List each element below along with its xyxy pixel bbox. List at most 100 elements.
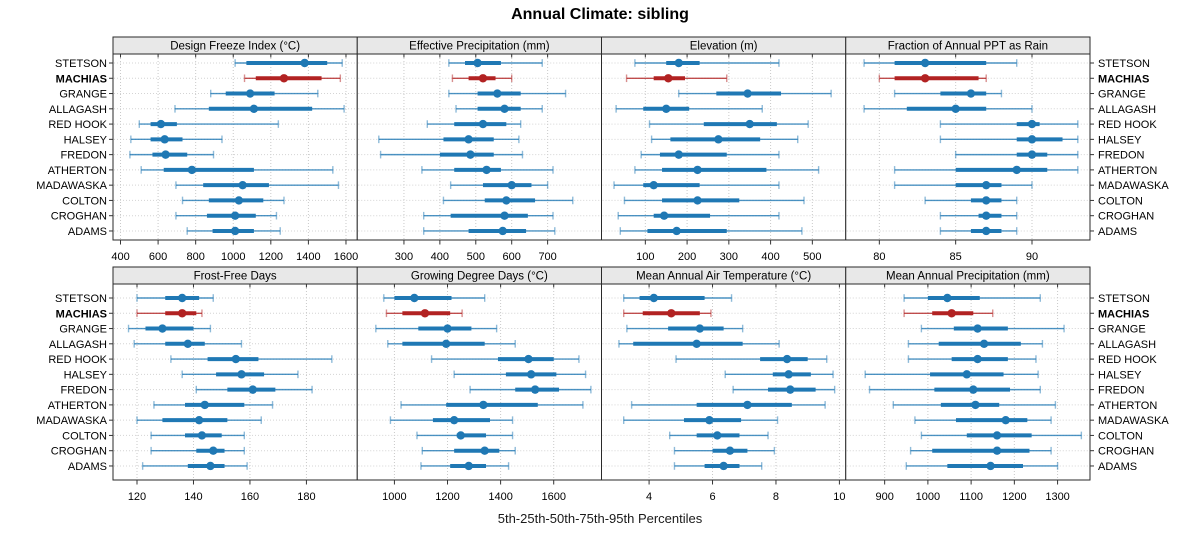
median-dot xyxy=(420,309,430,318)
median-dot xyxy=(981,196,991,205)
median-dot xyxy=(479,400,488,410)
station-label-left-croghan: CROGHAN xyxy=(51,446,107,458)
series-madawaska xyxy=(613,180,780,190)
station-label-left-halsey: HALSEY xyxy=(64,134,108,146)
station-label-left-madawaska: MADAWASKA xyxy=(36,180,107,192)
median-dot xyxy=(478,119,488,129)
station-label-right-colton: COLTON xyxy=(1098,430,1143,442)
median-dot xyxy=(464,135,473,144)
median-dot xyxy=(158,324,167,333)
axis-tick-label: 160 xyxy=(241,491,259,503)
series-red-hook xyxy=(426,119,522,129)
panel-area xyxy=(112,53,358,241)
series-adams xyxy=(939,226,1018,236)
series-madawaska xyxy=(175,180,340,190)
axis-tick-label: 500 xyxy=(803,251,821,263)
median-dot xyxy=(693,196,702,205)
median-dot xyxy=(473,58,482,68)
axis-tick-label: 85 xyxy=(950,251,962,263)
median-dot xyxy=(500,211,509,220)
series-stetson xyxy=(383,293,486,303)
series-grange xyxy=(893,89,1003,98)
station-label-left-stetson: STETSON xyxy=(55,293,107,305)
series-stetson xyxy=(863,58,1018,68)
series-grange xyxy=(626,324,744,333)
median-dot xyxy=(973,354,982,364)
axis-tick-label: 120 xyxy=(128,491,146,503)
series-madawaska xyxy=(914,415,1052,425)
median-dot xyxy=(177,309,187,318)
panel-title: Design Freeze Index (°C) xyxy=(170,41,300,53)
series-allagash xyxy=(174,104,345,114)
station-label-left-atherton: ATHERTON xyxy=(48,165,107,177)
series-croghan xyxy=(909,446,1052,455)
median-dot xyxy=(966,89,976,98)
axis-tick-label: 8 xyxy=(773,491,779,503)
panel-area xyxy=(601,283,847,481)
axis-tick-label: 4 xyxy=(646,491,652,503)
series-colton xyxy=(416,431,514,440)
station-label-right-croghan: CROGHAN xyxy=(1098,446,1154,458)
station-label-left-madawaska: MADAWASKA xyxy=(36,415,107,427)
median-dot xyxy=(160,135,169,144)
station-label-right-fredon: FREDON xyxy=(1098,150,1145,162)
median-dot xyxy=(480,446,489,455)
median-dot xyxy=(493,89,502,98)
series-madawaska xyxy=(893,180,1033,190)
median-dot xyxy=(238,180,247,190)
station-label-right-madawaska: MADAWASKA xyxy=(1098,180,1169,192)
median-dot xyxy=(649,293,659,303)
median-dot xyxy=(992,446,1002,455)
median-dot xyxy=(971,400,980,410)
median-dot xyxy=(249,104,259,114)
series-colton xyxy=(181,196,285,205)
axis-tick-label: 6 xyxy=(709,491,715,503)
series-atherton xyxy=(140,165,334,175)
axis-tick-label: 1200 xyxy=(259,251,283,263)
series-allagash xyxy=(907,339,1044,349)
median-dot xyxy=(187,165,197,175)
panel-title: Elevation (m) xyxy=(690,41,758,53)
series-machias xyxy=(623,309,712,318)
median-dot xyxy=(237,370,246,379)
median-dot xyxy=(745,119,754,129)
series-colton xyxy=(920,431,1083,440)
station-label-left-allagash: ALLAGASH xyxy=(49,104,107,116)
axis-tick-label: 300 xyxy=(720,251,738,263)
axis-tick-label: 1000 xyxy=(221,251,245,263)
median-dot xyxy=(662,104,671,114)
median-dot xyxy=(449,415,459,425)
series-stetson xyxy=(234,58,343,68)
series-halsey xyxy=(453,370,587,379)
median-dot xyxy=(1027,135,1037,144)
station-label-left-allagash: ALLAGASH xyxy=(49,339,107,351)
median-dot xyxy=(981,211,991,220)
station-label-right-allagash: ALLAGASH xyxy=(1098,104,1156,116)
series-croghan xyxy=(423,211,554,220)
median-dot xyxy=(230,226,240,236)
axis-tick-label: 400 xyxy=(111,251,129,263)
station-label-left-adams: ADAMS xyxy=(68,226,107,238)
median-dot xyxy=(743,89,752,98)
panel-design-freeze-index-c: Design Freeze Index (°C) 400 600 800 1000 120… xyxy=(109,36,358,263)
median-dot xyxy=(443,324,452,333)
series-machias xyxy=(625,74,728,83)
panel-area xyxy=(356,283,602,481)
series-red-hook xyxy=(170,354,333,364)
series-stetson xyxy=(448,58,543,68)
station-label-left-fredon: FREDON xyxy=(61,385,108,397)
median-dot xyxy=(245,89,255,98)
series-atherton xyxy=(400,400,584,410)
series-machias xyxy=(385,309,463,318)
median-dot xyxy=(1027,150,1037,159)
median-dot xyxy=(951,104,960,114)
axis-tick-label: 200 xyxy=(678,251,696,263)
series-allagash xyxy=(133,339,243,349)
station-label-right-machias: MACHIAS xyxy=(1098,308,1149,320)
axis-tick-label: 700 xyxy=(538,251,556,263)
series-allagash xyxy=(863,104,1033,114)
station-label-left-atherton: ATHERTON xyxy=(48,400,107,412)
axis-tick-label: 10 xyxy=(833,491,845,503)
panel-frost-free-days: Frost-Free Days 120 140 160 180 xyxy=(109,266,358,503)
median-dot xyxy=(234,196,244,205)
